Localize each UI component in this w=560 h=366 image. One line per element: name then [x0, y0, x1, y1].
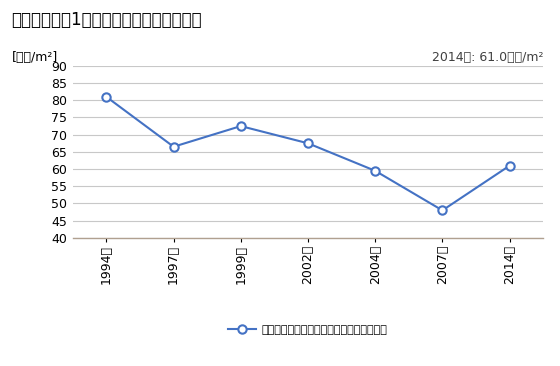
Text: 2014年: 61.0万円/m²: 2014年: 61.0万円/m²: [432, 51, 543, 64]
小売業の店舗１平米当たり年間商品販売額: [372, 169, 379, 173]
Text: [万円/m²]: [万円/m²]: [12, 51, 58, 64]
小売業の店舗１平米当たり年間商品販売額: [305, 141, 311, 145]
小売業の店舗１平米当たり年間商品販売額: [103, 95, 110, 99]
Legend: 小売業の店舗１平米当たり年間商品販売額: 小売業の店舗１平米当たり年間商品販売額: [224, 321, 392, 340]
小売業の店舗１平米当たり年間商品販売額: [439, 208, 446, 213]
Text: 小売業の店舗1平米当たり年間商品販売額: 小売業の店舗1平米当たり年間商品販売額: [11, 11, 202, 29]
小売業の店舗１平米当たり年間商品販売額: [237, 124, 244, 128]
小売業の店舗１平米当たり年間商品販売額: [170, 145, 177, 149]
Line: 小売業の店舗１平米当たり年間商品販売額: 小売業の店舗１平米当たり年間商品販売額: [102, 93, 514, 214]
小売業の店舗１平米当たり年間商品販売額: [506, 164, 513, 168]
